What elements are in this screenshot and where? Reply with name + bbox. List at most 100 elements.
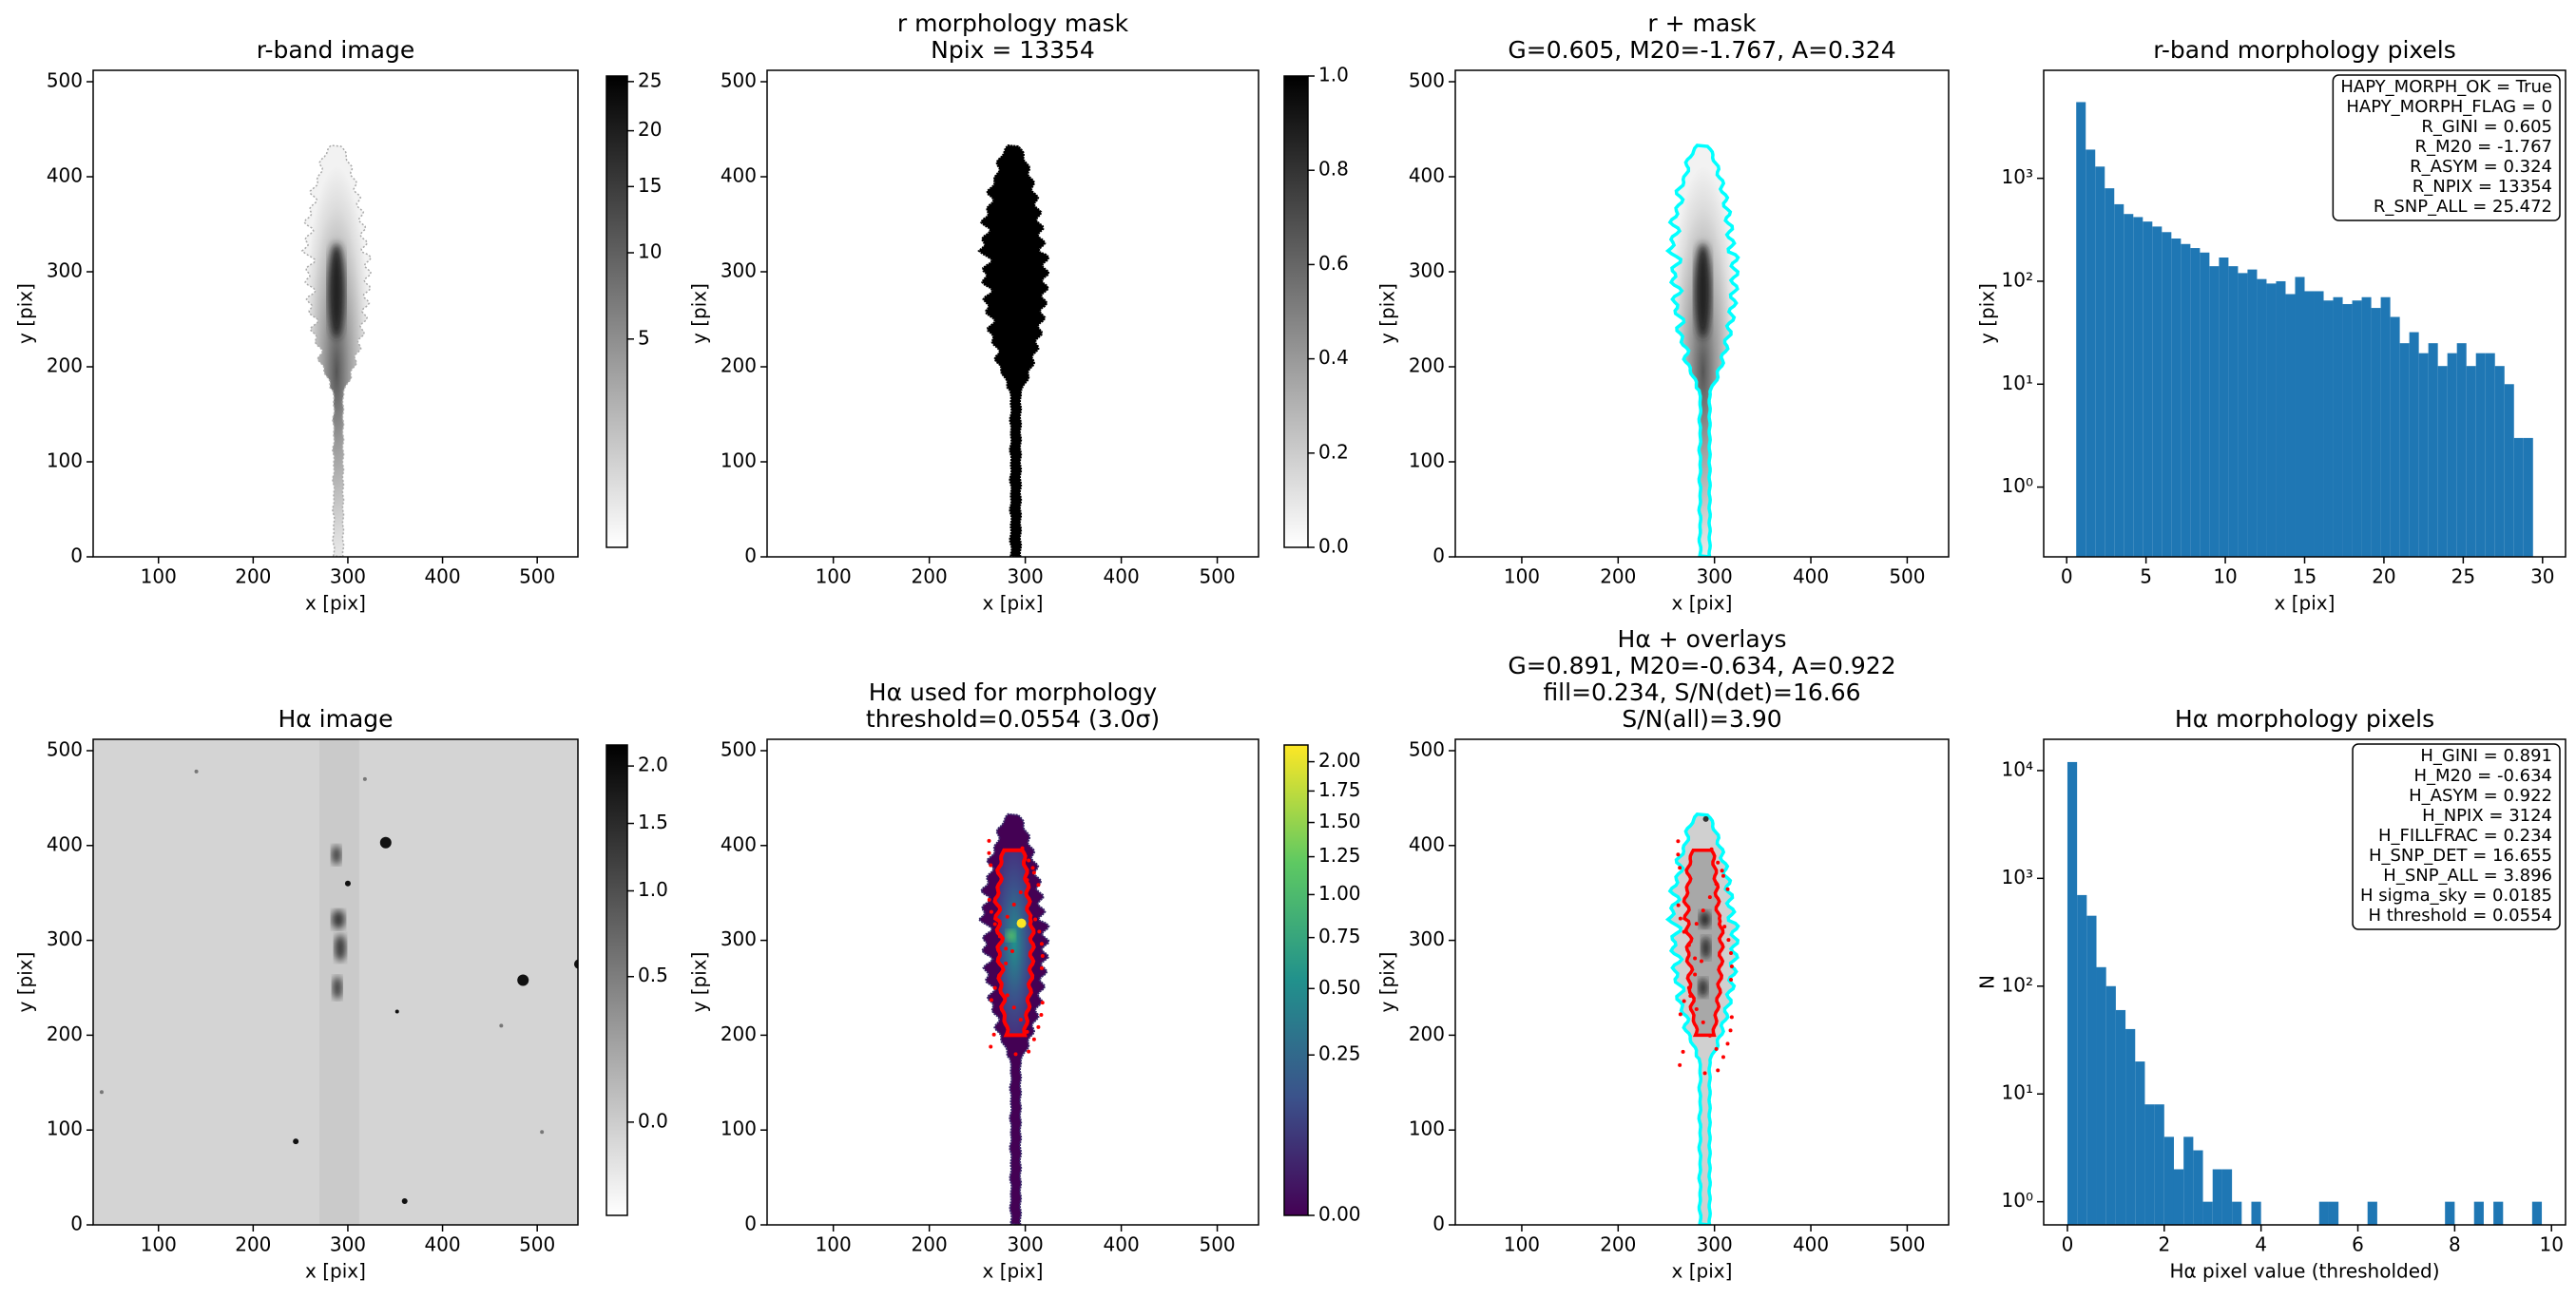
panel: 100 200 300 400 500 0 100 200 300 400 500 Hα + over… bbox=[1376, 625, 1950, 1283]
y-tick-label: 300 bbox=[721, 927, 757, 950]
bar bbox=[2445, 1201, 2455, 1225]
speck bbox=[1681, 1049, 1685, 1054]
colorbar-tick-label: 0.0 bbox=[638, 1109, 668, 1132]
y-tick-label: 500 bbox=[1409, 69, 1445, 92]
annotation-line: R_M20 = -1.767 bbox=[2415, 137, 2553, 157]
speck bbox=[1040, 1001, 1045, 1005]
blob bbox=[1016, 918, 1027, 928]
bar bbox=[2105, 188, 2115, 557]
panel-title: r-band image bbox=[257, 36, 414, 64]
annotation-line: H_M20 = -0.634 bbox=[2413, 766, 2552, 786]
y-tick-label: 10⁰ bbox=[2002, 474, 2033, 497]
annotation-line: HAPY_MORPH_FLAG = 0 bbox=[2346, 97, 2552, 117]
panel-title: G=0.605, M20=-1.767, A=0.324 bbox=[1508, 36, 1895, 64]
panel: 100 200 300 400 500 0 100 200 300 400 500 r-band im… bbox=[14, 36, 663, 615]
x-axis-label: x [pix] bbox=[2275, 592, 2336, 615]
bar bbox=[2266, 283, 2277, 557]
speck bbox=[1729, 951, 1734, 956]
blob bbox=[1698, 978, 1708, 998]
y-tick-label: 10¹ bbox=[2002, 372, 2033, 394]
colorbar-tick-label: 0.00 bbox=[1318, 1203, 1361, 1226]
bar bbox=[2456, 343, 2467, 557]
annotation-line: R_ASYM = 0.324 bbox=[2410, 157, 2552, 177]
speck bbox=[1013, 1052, 1018, 1057]
blob bbox=[334, 934, 346, 962]
speck bbox=[1027, 1049, 1031, 1054]
bar bbox=[2144, 1104, 2155, 1225]
x-tick-label: 25 bbox=[2451, 565, 2475, 588]
y-tick-label: 300 bbox=[721, 259, 757, 282]
bar bbox=[2466, 366, 2476, 557]
speck bbox=[1039, 942, 1044, 946]
colorbar-tick-label: 25 bbox=[638, 68, 662, 91]
bar bbox=[2247, 269, 2258, 557]
bar bbox=[2485, 353, 2495, 557]
speck bbox=[1729, 1015, 1734, 1020]
panel-title: r-band morphology pixels bbox=[2153, 36, 2456, 64]
y-tick-label: 500 bbox=[721, 737, 757, 760]
speck bbox=[1020, 846, 1025, 850]
speck bbox=[1714, 882, 1719, 887]
bar bbox=[2361, 296, 2372, 557]
y-tick-label: 200 bbox=[1409, 354, 1445, 377]
y-tick-label: 500 bbox=[1409, 737, 1445, 760]
bar bbox=[2371, 308, 2381, 557]
bar bbox=[2135, 1061, 2145, 1225]
bar bbox=[2133, 217, 2143, 557]
bar bbox=[2124, 214, 2134, 557]
panel: 0 2 4 6 8 10 10⁰ 10¹ 10² 10³ 10⁴ Hα morphology pixe… bbox=[1976, 705, 2566, 1283]
star bbox=[573, 959, 578, 969]
speck bbox=[1031, 1037, 1036, 1041]
y-tick-label: 200 bbox=[47, 354, 83, 377]
speck bbox=[1018, 1018, 1023, 1022]
y-axis-label: y [pix] bbox=[14, 283, 37, 344]
bar bbox=[2399, 343, 2410, 557]
speck bbox=[1678, 866, 1682, 870]
bar bbox=[2251, 1201, 2261, 1225]
speck bbox=[1036, 1024, 1041, 1029]
bar bbox=[2367, 1201, 2377, 1225]
speck bbox=[1030, 866, 1035, 870]
bar bbox=[2143, 221, 2153, 557]
colorbar-tick-label: 0.0 bbox=[1318, 535, 1349, 558]
galaxy bbox=[300, 144, 373, 557]
colorbar bbox=[606, 75, 628, 548]
bar bbox=[2115, 1009, 2126, 1225]
speck bbox=[362, 776, 367, 781]
bar bbox=[2418, 353, 2429, 557]
y-tick-label: 100 bbox=[1409, 449, 1445, 472]
x-tick-label: 500 bbox=[1889, 1233, 1925, 1256]
x-tick-label: 2 bbox=[2158, 1233, 2170, 1256]
bar bbox=[2318, 1201, 2329, 1225]
y-tick-label: 100 bbox=[1409, 1118, 1445, 1140]
panel-title: Hα used for morphology bbox=[869, 678, 1158, 706]
axes-frame bbox=[766, 738, 1259, 1226]
speck bbox=[989, 998, 993, 1003]
colorbar-tick-label: 2.0 bbox=[638, 754, 668, 776]
panel-title: Hα + overlays bbox=[1618, 625, 1787, 653]
galaxy bbox=[1664, 143, 1740, 557]
bar bbox=[2428, 343, 2438, 557]
bar bbox=[2447, 353, 2457, 557]
y-tick-label: 400 bbox=[1409, 164, 1445, 187]
speck bbox=[1720, 869, 1724, 873]
x-tick-label: 10 bbox=[2213, 565, 2237, 588]
bar bbox=[2125, 1028, 2136, 1225]
colorbar-tick-label: 15 bbox=[638, 174, 662, 197]
panel-title: G=0.891, M20=-0.634, A=0.922 bbox=[1508, 652, 1895, 679]
speck bbox=[1005, 993, 1009, 998]
speck bbox=[1707, 895, 1712, 900]
bar bbox=[2285, 294, 2296, 557]
speck bbox=[1716, 1068, 1721, 1073]
x-axis-label: x [pix] bbox=[305, 592, 366, 615]
speck bbox=[987, 897, 991, 902]
colorbar bbox=[606, 744, 628, 1216]
x-tick-label: 5 bbox=[2140, 565, 2152, 588]
x-tick-label: 0 bbox=[2061, 565, 2073, 588]
bar bbox=[2238, 273, 2248, 557]
speck bbox=[991, 1032, 996, 1037]
x-tick-label: 500 bbox=[1199, 1233, 1235, 1256]
y-tick-label: 300 bbox=[47, 927, 83, 950]
blob bbox=[332, 976, 342, 1000]
